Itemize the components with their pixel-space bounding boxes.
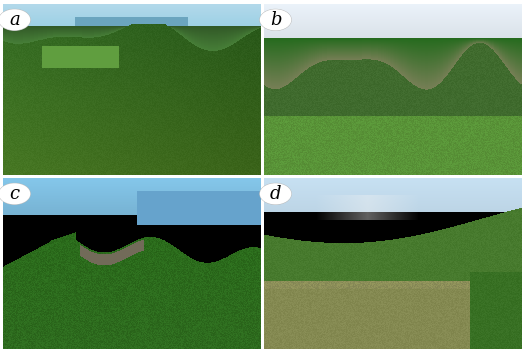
- Text: a: a: [9, 11, 20, 29]
- Circle shape: [260, 9, 291, 30]
- Text: d: d: [270, 185, 281, 203]
- Circle shape: [260, 183, 291, 205]
- Circle shape: [0, 9, 30, 30]
- Text: c: c: [9, 185, 19, 203]
- Text: b: b: [270, 11, 281, 29]
- Circle shape: [0, 183, 30, 205]
